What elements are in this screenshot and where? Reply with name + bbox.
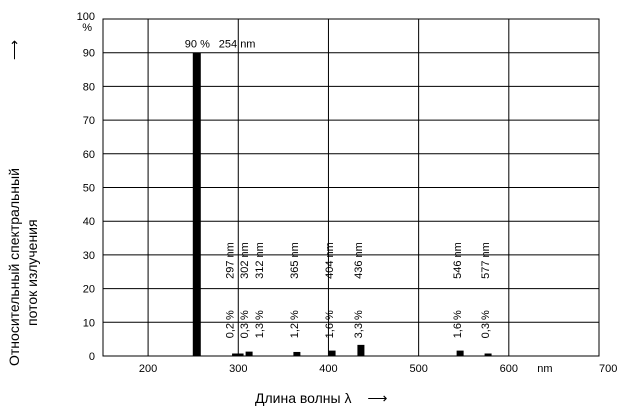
- x-tick-label: 400: [319, 363, 337, 375]
- y-tick-label: 10: [83, 317, 95, 329]
- y-tick-labels: 0 10 20 30 40 50 60 70 80 90 100: [77, 11, 95, 363]
- bars: [192, 52, 492, 356]
- bar-302nm: [236, 353, 244, 356]
- bar-label-wavelength: 365 nm: [289, 242, 301, 279]
- bar-label-percent: 3,3 %: [353, 310, 365, 338]
- bar-label-percent: 90 %: [185, 39, 210, 51]
- y-tick-label: 0: [89, 351, 95, 363]
- x-tick-label: 500: [409, 363, 427, 375]
- y-axis-title-line-1: Относительный спектральный: [6, 168, 22, 366]
- y-tick-label: 80: [83, 81, 95, 93]
- bar-label-wavelength: 254 nm: [219, 39, 256, 51]
- bar-254nm: [192, 52, 201, 356]
- x-tick-labels: 200 300 400 500 600 700 nm: [139, 363, 617, 375]
- y-tick-label: 100: [77, 11, 95, 23]
- x-tick-label: 700: [599, 363, 617, 375]
- bar-label-wavelength: 546 nm: [452, 242, 464, 279]
- bar-577nm: [484, 353, 492, 356]
- y-tick-label: 30: [83, 250, 95, 262]
- bar-365nm: [293, 351, 301, 356]
- y-tick-label: 20: [83, 284, 95, 296]
- bar-label-percent: 1,2 %: [289, 310, 301, 338]
- x-tick-label: 200: [139, 363, 157, 375]
- x-axis-unit: nm: [537, 363, 552, 375]
- bar-546nm: [456, 350, 464, 356]
- y-tick-label: 50: [83, 183, 95, 195]
- bar-label-wavelength: 436 nm: [353, 242, 365, 279]
- bar-label-percent: 0,3 %: [480, 310, 492, 338]
- y-tick-label: 90: [83, 48, 95, 60]
- bar-label-wavelength: 404 nm: [324, 242, 336, 279]
- plot-frame: [102, 18, 600, 357]
- y-tick-label: 70: [83, 115, 95, 127]
- bar-404nm: [328, 350, 336, 356]
- grid: [103, 19, 599, 356]
- bar-labels: 90 % 254 nm 0,2 % 297 nm 0,3 % 302 nm 1,3 % 312…: [185, 39, 492, 339]
- y-tick-label: 60: [83, 149, 95, 161]
- y-axis-unit: %: [82, 22, 92, 34]
- bar-312nm: [245, 351, 253, 356]
- bar-label-wavelength: 312 nm: [254, 242, 266, 279]
- bar-label-percent: 0,3 %: [239, 310, 251, 338]
- y-axis-title-line-2: поток излучения: [24, 219, 40, 326]
- x-axis-arrow: ⟶: [367, 390, 388, 406]
- bar-297nm: [232, 353, 240, 356]
- bar-label-wavelength: 297 nm: [225, 242, 237, 279]
- x-tick-label: 600: [500, 363, 518, 375]
- x-tick-label: 300: [229, 363, 247, 375]
- bar-label-wavelength: 302 nm: [239, 242, 251, 279]
- bar-label-percent: 1,6 %: [324, 310, 336, 338]
- bar-label-percent: 1,3 %: [254, 310, 266, 338]
- bar-436nm: [357, 344, 365, 356]
- x-axis-title: Длина волны λ ⟶: [255, 390, 387, 407]
- bar-label-wavelength: 577 nm: [480, 242, 492, 279]
- bar-label-percent: 0,2 %: [225, 310, 237, 338]
- y-tick-label: 40: [83, 216, 95, 228]
- x-axis-title-text: Длина волны λ: [255, 390, 352, 406]
- bar-label-percent: 1,6 %: [452, 310, 464, 338]
- y-axis-arrow: ⟶: [6, 39, 22, 60]
